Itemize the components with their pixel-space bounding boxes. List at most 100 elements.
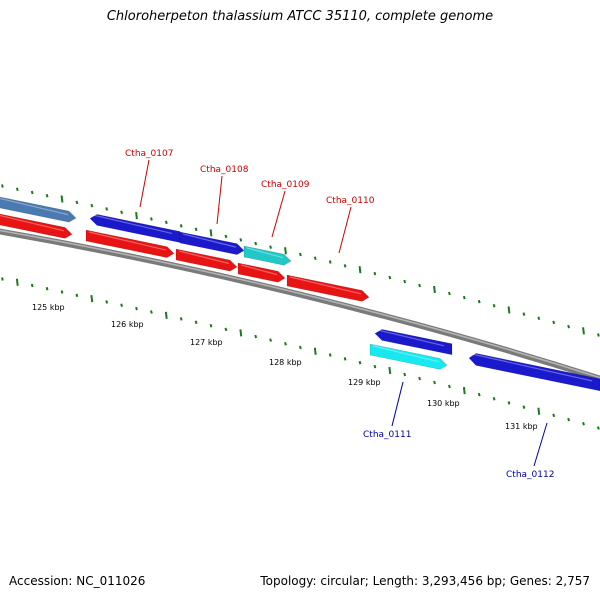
minor-tick: [60, 290, 64, 294]
minor-tick: [448, 384, 451, 389]
minor-tick: [254, 334, 258, 339]
scale-label: 131 kbp: [505, 422, 538, 431]
major-tick: [135, 212, 138, 220]
scale-label: 126 kbp: [111, 320, 144, 329]
major-tick: [358, 266, 362, 274]
gene-arrow-reverse: [85, 229, 175, 258]
minor-tick: [105, 300, 109, 304]
minor-tick: [179, 317, 183, 321]
minor-tick: [373, 364, 377, 369]
minor-tick: [418, 376, 421, 381]
gene-label-top: Ctha_0108: [200, 165, 249, 175]
gene-label-top: Ctha_0109: [261, 180, 310, 190]
gene-arrow-forward: [179, 231, 245, 256]
minor-tick: [418, 283, 421, 288]
scale-label: 128 kbp: [269, 358, 302, 367]
minor-tick: [1, 277, 4, 281]
map-title: Chloroherpeton thalassium ATCC 35110, co…: [106, 9, 494, 24]
minor-tick: [597, 426, 600, 430]
minor-tick: [477, 392, 481, 397]
gene-arrow-forward: [468, 353, 600, 392]
gene-label-bottom: Ctha_0112: [506, 470, 554, 480]
gene-highlight: [182, 233, 237, 248]
minor-tick: [492, 304, 496, 308]
gene-highlight: [0, 197, 69, 216]
minor-tick: [224, 327, 228, 332]
minor-tick: [75, 200, 79, 205]
major-tick: [582, 327, 585, 335]
minor-tick: [582, 422, 585, 426]
gene-arrow-reverse: [175, 248, 238, 272]
accession-text: Accession: NC_011026: [9, 574, 146, 588]
major-tick: [507, 306, 511, 314]
minor-tick: [522, 312, 526, 316]
gene-highlight: [0, 214, 65, 232]
gene-arrow-forward: [0, 196, 77, 223]
gene-arrow-reverse: [237, 262, 286, 283]
minor-tick: [328, 260, 332, 264]
minor-tick: [254, 241, 258, 246]
major-tick: [537, 407, 541, 415]
minor-tick: [343, 357, 347, 361]
gene-arrow-reverse: [286, 274, 370, 302]
minor-tick: [179, 224, 183, 228]
minor-tick: [477, 299, 481, 304]
minor-tick: [299, 345, 302, 350]
minor-tick: [462, 295, 466, 300]
gene-label-top: Ctha_0107: [125, 149, 173, 159]
minor-tick: [358, 360, 362, 365]
gene-arrow-reverse: [369, 343, 448, 370]
major-tick: [239, 329, 243, 337]
minor-tick: [269, 245, 272, 249]
major-tick: [15, 278, 19, 286]
minor-tick: [1, 184, 4, 188]
gene-arrow-forward: [243, 245, 292, 266]
genome-backbone-highlight: [0, 229, 600, 379]
minor-tick: [552, 320, 556, 325]
gene-highlight: [240, 264, 278, 276]
gene-label-leader: [533, 422, 548, 467]
minor-tick: [537, 316, 541, 321]
major-tick: [209, 229, 213, 237]
minor-tick: [448, 291, 451, 296]
minor-tick: [75, 293, 79, 298]
minor-tick: [224, 234, 228, 239]
gene-label-bottom: Ctha_0111: [363, 430, 411, 440]
minor-tick: [150, 310, 153, 314]
gene-label-leader: [338, 206, 352, 254]
gene-label-leader: [391, 381, 404, 427]
minor-tick: [15, 187, 19, 192]
major-tick: [313, 347, 317, 355]
gene-label-top: Ctha_0110: [326, 196, 375, 206]
minor-tick: [522, 405, 526, 409]
gene-highlight: [88, 231, 167, 251]
gene-highlight: [178, 250, 230, 265]
gene-highlight: [372, 345, 440, 363]
minor-tick: [239, 238, 243, 242]
scale-label: 130 kbp: [427, 399, 460, 408]
gene-highlight: [471, 353, 593, 382]
minor-tick: [209, 324, 213, 328]
genome-backbone: [0, 228, 600, 382]
minor-tick: [492, 397, 496, 401]
minor-tick: [403, 279, 407, 284]
gene-highlight: [246, 247, 284, 259]
minor-tick: [403, 372, 407, 377]
minor-tick: [388, 275, 392, 280]
minor-tick: [433, 380, 436, 385]
gene-arrow-forward: [89, 214, 181, 243]
minor-tick: [567, 324, 570, 329]
minor-tick: [284, 342, 287, 346]
minor-tick: [45, 194, 49, 198]
major-tick: [388, 366, 392, 375]
scale-label: 129 kbp: [348, 378, 381, 387]
minor-tick: [343, 264, 347, 268]
major-tick: [90, 295, 94, 303]
minor-tick: [373, 271, 377, 276]
gene-highlight: [92, 214, 173, 235]
minor-tick: [105, 207, 109, 211]
gene-label-leader: [139, 159, 150, 208]
minor-tick: [194, 320, 198, 325]
